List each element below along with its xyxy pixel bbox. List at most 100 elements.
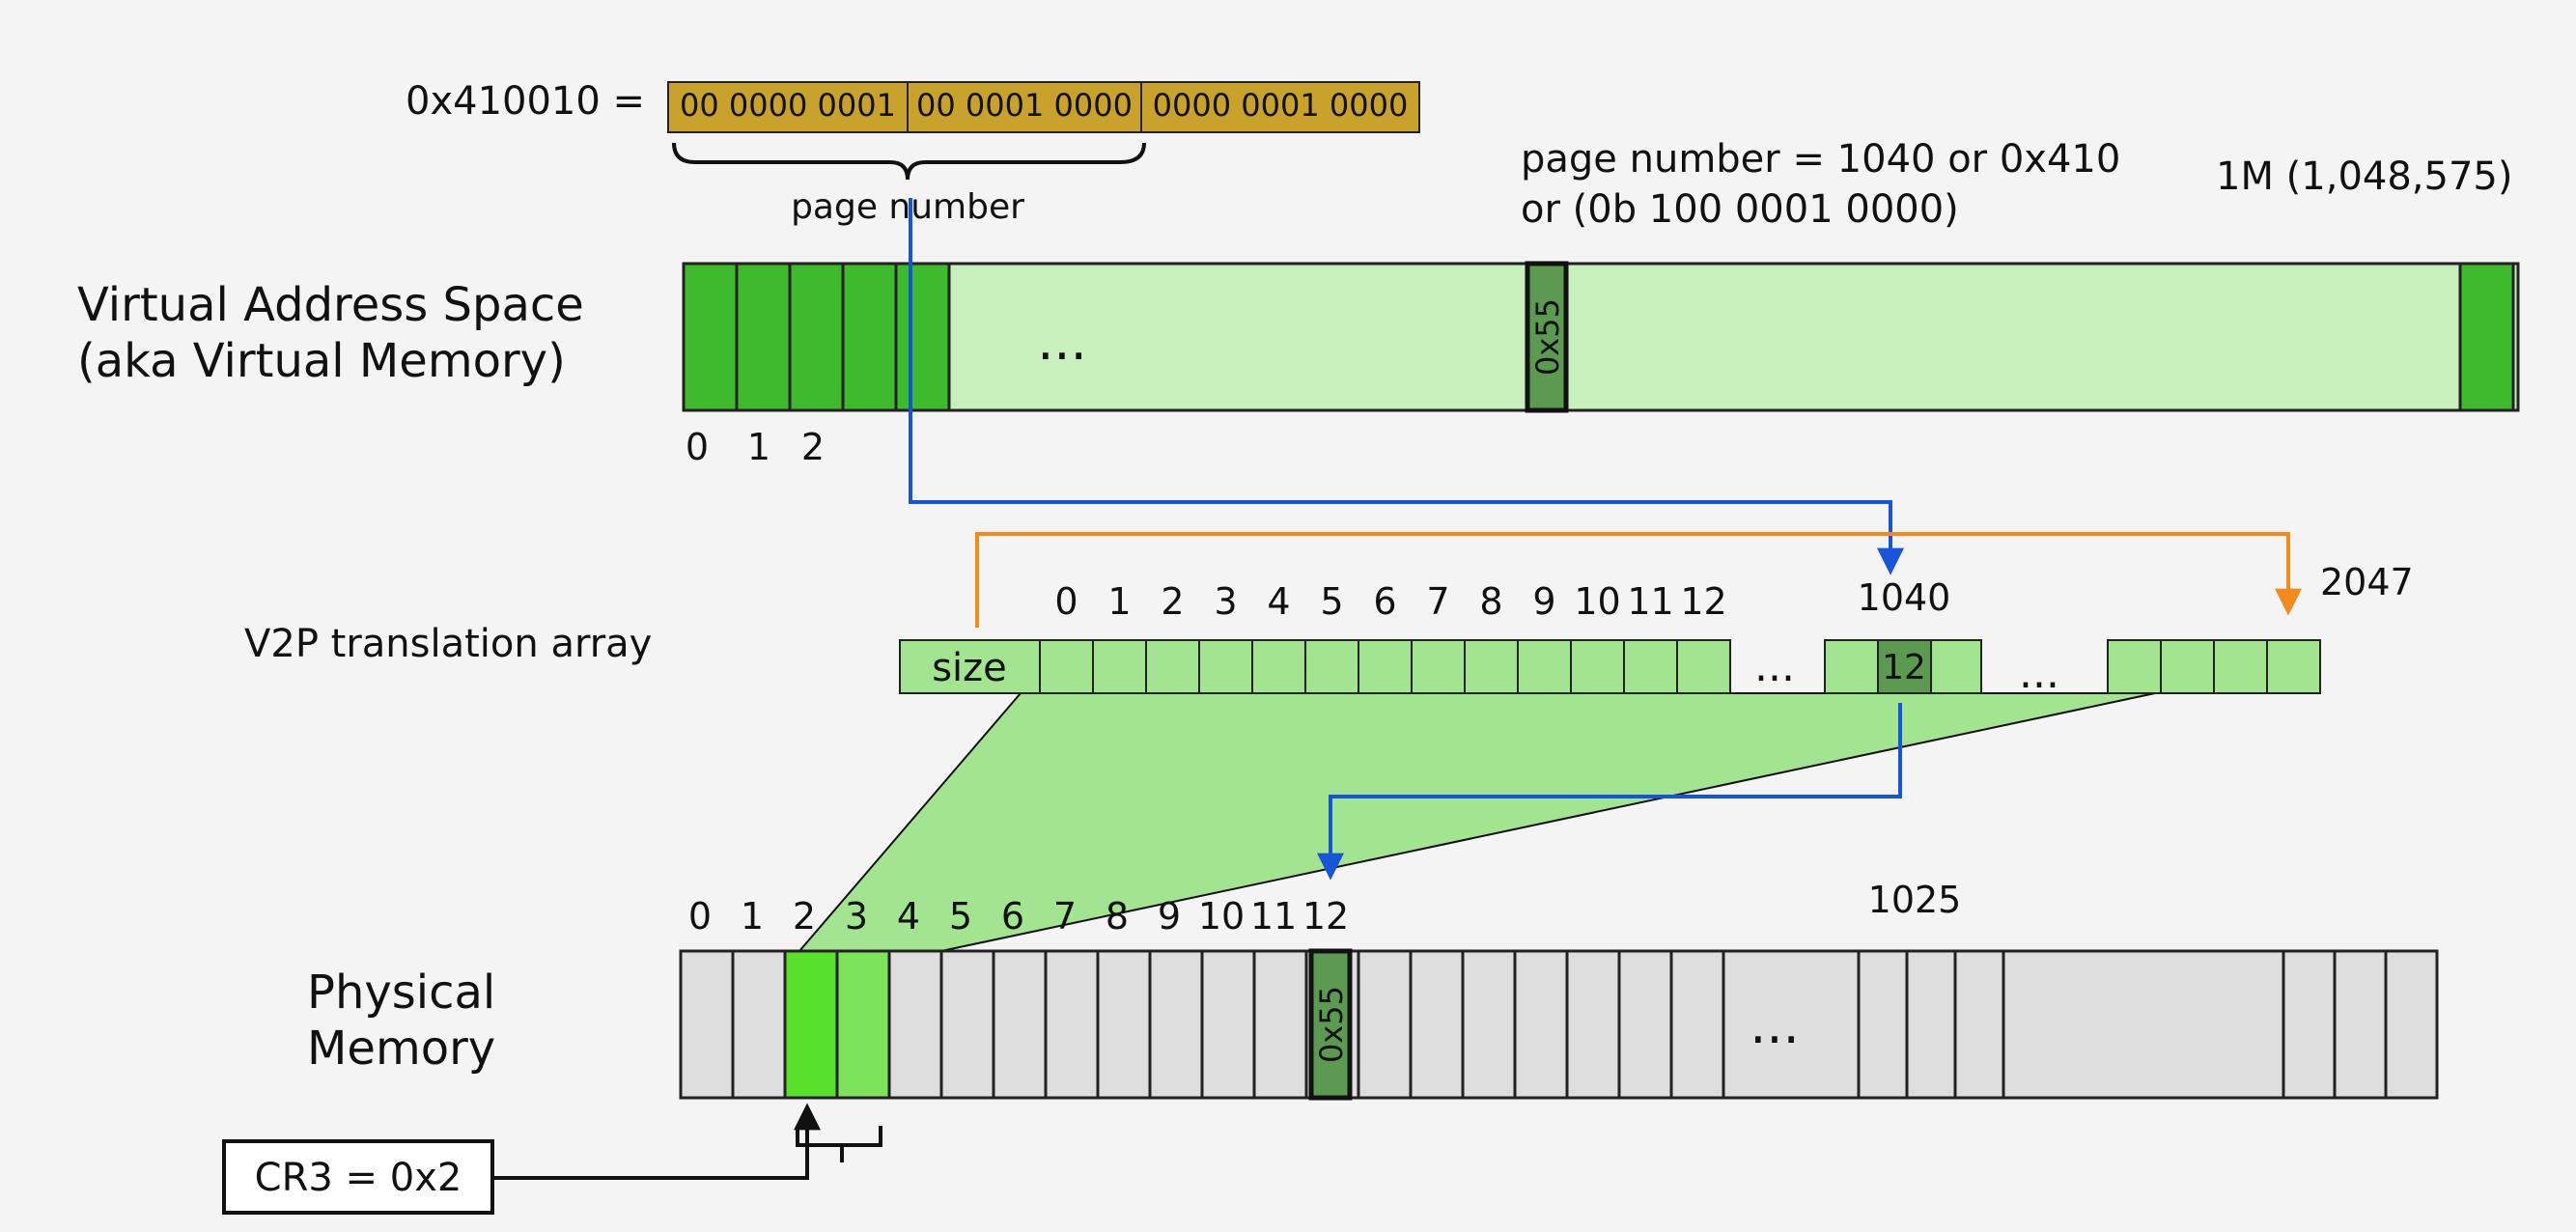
pm-index-label: 8 bbox=[1106, 895, 1129, 938]
pm-index-label: 12 bbox=[1302, 895, 1349, 938]
vm-page bbox=[894, 262, 951, 412]
v2p-index-label: 2 bbox=[1161, 580, 1184, 623]
v2p-cell bbox=[1570, 639, 1625, 694]
pm-frame bbox=[1461, 949, 1517, 1100]
v2p-cell bbox=[2160, 639, 2215, 694]
v2p-size-label: size bbox=[932, 646, 1007, 690]
pm-frame bbox=[1857, 949, 1909, 1100]
v2p-index-label: 5 bbox=[1320, 580, 1343, 623]
vm-bar bbox=[682, 262, 2520, 412]
v2p-cell bbox=[2266, 639, 2321, 694]
v2p-cell bbox=[1251, 639, 1306, 694]
v2p-cell bbox=[2107, 639, 2162, 694]
pm-frame bbox=[1905, 949, 1957, 1100]
pm-frame bbox=[1200, 949, 1256, 1100]
pm-index-label: 3 bbox=[845, 895, 868, 938]
pm-frame bbox=[887, 949, 943, 1100]
pm-frame bbox=[2282, 949, 2337, 1100]
cr3-bracket bbox=[796, 1126, 882, 1162]
v2p-cell bbox=[1039, 639, 1094, 694]
v2p-last-index: 2047 bbox=[2320, 561, 2414, 603]
v2p-index-label: 0 bbox=[1054, 580, 1078, 623]
vm-page bbox=[735, 262, 792, 412]
pm-highlight-label: 0x55 bbox=[1313, 986, 1350, 1063]
bits-text-2: 00 0001 0000 bbox=[916, 87, 1133, 124]
vm-page bbox=[841, 262, 898, 412]
pm-index-label: 5 bbox=[949, 895, 972, 938]
v2p-cell bbox=[1676, 639, 1731, 694]
v2p-index-label: 8 bbox=[1479, 580, 1502, 623]
vm-index-label: 2 bbox=[801, 426, 825, 468]
pm-frame bbox=[835, 949, 891, 1100]
bits-field-2 bbox=[907, 81, 1142, 133]
pm-title-line1: Physical bbox=[307, 966, 495, 1020]
pm-frame bbox=[1565, 949, 1621, 1100]
pm-index-label: 0 bbox=[688, 895, 712, 938]
v2p-index-labels: 0 1 2 3 4 5 6 7 8 9 10 11 12 bbox=[1054, 580, 1726, 623]
virtual-memory: Virtual Address Space (aka Virtual Memor… bbox=[77, 261, 2520, 468]
pm-frame bbox=[731, 949, 787, 1100]
vm-highlight-page bbox=[1525, 261, 1569, 413]
pm-frame bbox=[1617, 949, 1673, 1100]
bits-field-3 bbox=[1140, 81, 1420, 133]
virtual-address: 0x410010 = 00 0000 0001 00 0001 0000 000… bbox=[406, 79, 1420, 227]
size-arrow bbox=[975, 532, 2302, 628]
vm-page bbox=[682, 262, 739, 412]
v2p-array: V2P translation array size 0 1 2 3 4 5 6 7 8 9 10 1… bbox=[244, 561, 2414, 952]
v2p-cell bbox=[1198, 639, 1253, 694]
v2p-ellipsis-2: ... bbox=[2019, 649, 2059, 698]
pm-frame bbox=[992, 949, 1048, 1100]
v2p-cell bbox=[2213, 639, 2268, 694]
pm-index-label: 1 bbox=[741, 895, 764, 938]
cr3-label: CR3 = 0x2 bbox=[255, 1156, 462, 1200]
pm-frame bbox=[1252, 949, 1308, 1100]
cr3-register bbox=[222, 1139, 494, 1215]
v2p-index-label: 7 bbox=[1426, 580, 1449, 623]
v2p-size-cell bbox=[899, 639, 1041, 694]
pm-frame bbox=[1148, 949, 1204, 1100]
vm-title-line2: (aka Virtual Memory) bbox=[77, 334, 566, 388]
bits-text-1: 00 0000 0001 bbox=[680, 87, 896, 124]
vm-highlight-label: 0x55 bbox=[1529, 298, 1566, 376]
pm-frame bbox=[783, 949, 839, 1100]
cr3-arrow bbox=[492, 1103, 821, 1180]
pm-frame bbox=[2333, 949, 2388, 1100]
v2p-index-label: 4 bbox=[1267, 580, 1290, 623]
v2p-entry-cell bbox=[1877, 639, 1932, 694]
v2p-cell bbox=[1145, 639, 1200, 694]
v2p-title: V2P translation array bbox=[244, 622, 652, 666]
page-number-brace bbox=[672, 142, 1146, 181]
page-number-note-line2: or (0b 100 0001 0000) bbox=[1521, 187, 1959, 232]
pm-frame bbox=[2384, 949, 2439, 1100]
brace-label: page number bbox=[791, 187, 1024, 227]
v2p-index-label: 3 bbox=[1214, 580, 1237, 623]
v2p-cell bbox=[1517, 639, 1572, 694]
pm-index-label: 2 bbox=[793, 895, 816, 938]
pm-index-label: 10 bbox=[1198, 895, 1245, 938]
v2p-entry-index: 1040 bbox=[1858, 576, 1951, 619]
vm-ellipsis: ... bbox=[1037, 311, 1087, 372]
vm-leading-pages bbox=[682, 262, 951, 412]
v2p-cell bbox=[1092, 639, 1147, 694]
v2p-cell bbox=[1824, 639, 1879, 694]
pm-frame bbox=[1409, 949, 1465, 1100]
bits-text-3: 0000 0001 0000 bbox=[1153, 87, 1409, 124]
vm-page bbox=[788, 262, 845, 412]
virtual-size-label: 1M (1,048,575) bbox=[2216, 154, 2512, 199]
vm-index-label: 1 bbox=[747, 426, 770, 468]
pm-index-labels: 0 1 2 3 4 5 6 7 8 9 10 11 12 bbox=[688, 895, 1349, 938]
pm-frame bbox=[1357, 949, 1413, 1100]
pm-index-label: 6 bbox=[1001, 895, 1024, 938]
v2p-index-label: 10 bbox=[1574, 580, 1620, 623]
pm-frame bbox=[1669, 949, 1725, 1100]
pm-frame-label: 1025 bbox=[1868, 879, 1962, 921]
v2p-cell bbox=[1411, 639, 1466, 694]
pm-frame bbox=[679, 949, 735, 1100]
v2p-index-label: 1 bbox=[1107, 580, 1131, 623]
pm-frame bbox=[1953, 949, 2005, 1100]
pm-index-label: 4 bbox=[897, 895, 920, 938]
pm-title-line2: Memory bbox=[307, 1022, 495, 1076]
v2p-cell bbox=[1464, 639, 1519, 694]
pm-frame bbox=[1513, 949, 1569, 1100]
